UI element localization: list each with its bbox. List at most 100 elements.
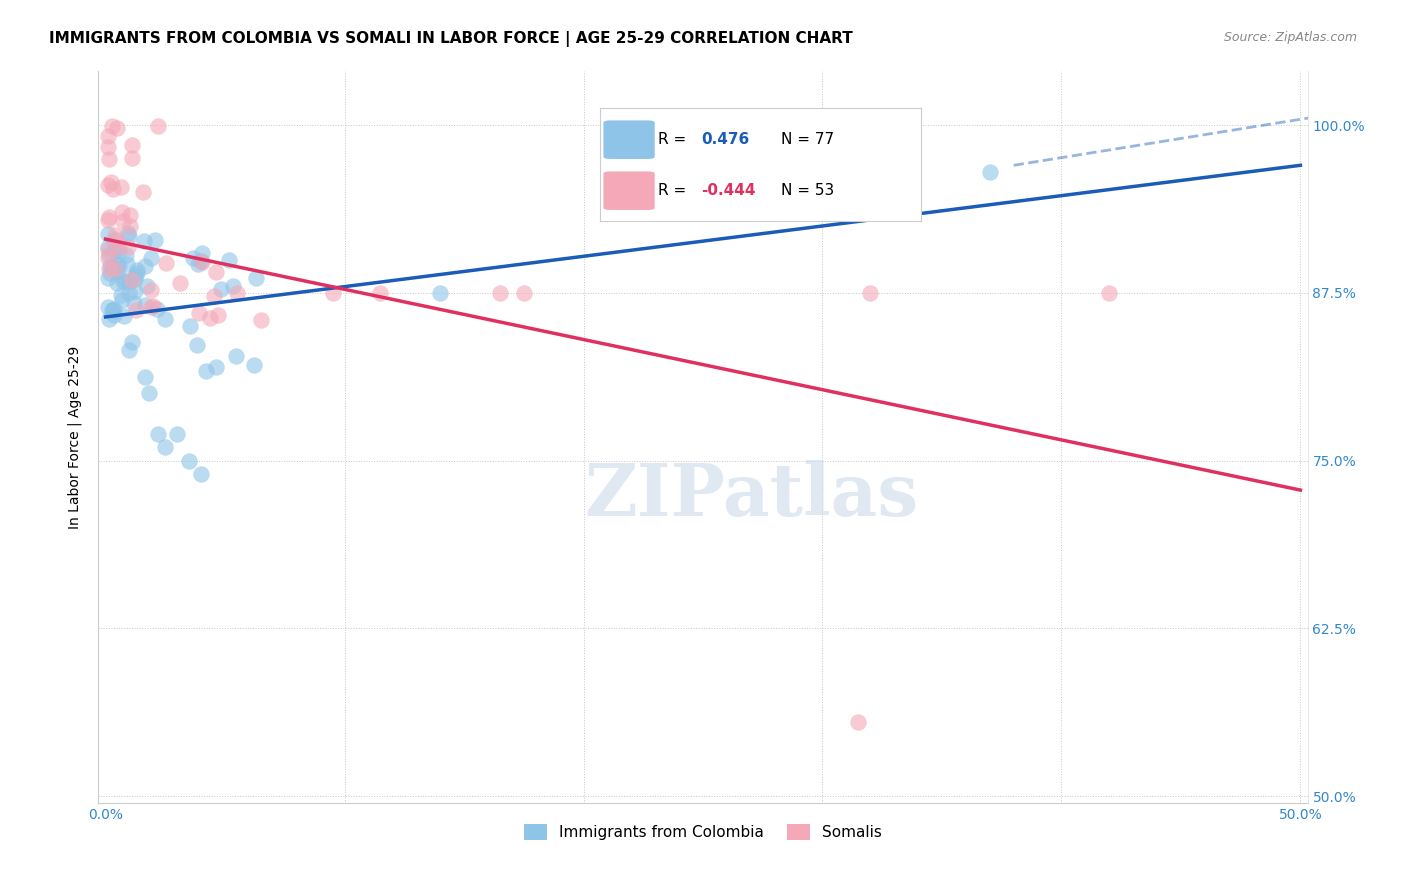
Point [209, 282, 232, 296]
Legend: Immigrants from Colombia, Somalis: Immigrants from Colombia, Somalis [517, 818, 889, 847]
Point [190, 467, 212, 481]
Point [166, 426, 188, 441]
Point [100, 260, 122, 274]
Text: IMMIGRANTS FROM COLOMBIA VS SOMALI IN LABOR FORCE | AGE 25-29 CORRELATION CHART: IMMIGRANTS FROM COLOMBIA VS SOMALI IN LA… [49, 31, 853, 47]
Point [143, 233, 166, 247]
Point [205, 265, 228, 279]
Point [118, 219, 141, 234]
Point [97, 300, 120, 314]
Point [108, 258, 131, 272]
Point [108, 244, 131, 258]
Point [97, 243, 120, 257]
Point [114, 248, 136, 262]
Point [979, 165, 1001, 179]
Point [97, 212, 120, 227]
Point [846, 715, 869, 730]
Point [97, 227, 120, 241]
Point [118, 208, 141, 222]
Point [125, 263, 148, 277]
Point [97, 129, 120, 144]
Point [134, 234, 156, 248]
Point [179, 318, 201, 333]
Point [118, 229, 141, 244]
Point [104, 261, 127, 276]
Point [105, 258, 128, 272]
Point [111, 293, 134, 307]
Point [121, 151, 143, 165]
Point [155, 440, 177, 454]
Point [105, 120, 128, 135]
Point [142, 300, 165, 314]
Point [103, 301, 125, 316]
Point [146, 426, 169, 441]
Point [370, 285, 392, 300]
Point [104, 262, 127, 277]
Point [97, 271, 120, 285]
Point [125, 302, 148, 317]
Point [105, 263, 128, 277]
Point [97, 152, 120, 166]
Point [103, 244, 125, 258]
Point [429, 285, 451, 300]
Point [146, 119, 169, 133]
Point [186, 338, 208, 352]
Point [118, 275, 141, 289]
Point [135, 279, 157, 293]
Point [111, 274, 134, 288]
Point [859, 285, 882, 300]
Point [138, 386, 160, 401]
Point [207, 309, 229, 323]
Point [104, 228, 127, 243]
Point [111, 205, 134, 219]
Point [513, 285, 536, 300]
Point [191, 246, 214, 260]
Point [112, 273, 135, 287]
Point [125, 266, 148, 280]
Point [225, 349, 247, 363]
Point [250, 312, 273, 326]
Point [105, 277, 128, 291]
Point [218, 253, 240, 268]
Point [100, 175, 122, 189]
Point [134, 298, 156, 312]
Point [118, 286, 141, 301]
Point [97, 240, 120, 254]
Point [100, 302, 122, 317]
Point [187, 257, 209, 271]
Point [98, 211, 121, 225]
Point [243, 358, 266, 372]
Point [110, 179, 132, 194]
Point [194, 364, 217, 378]
Point [169, 277, 191, 291]
Point [115, 257, 138, 271]
Point [134, 369, 156, 384]
Point [112, 309, 135, 323]
Point [101, 303, 124, 318]
Point [124, 284, 146, 298]
Point [97, 178, 120, 192]
Point [132, 186, 155, 200]
Point [98, 266, 121, 280]
Point [226, 285, 249, 300]
Point [124, 268, 146, 283]
Point [124, 271, 146, 285]
Point [103, 308, 125, 322]
Point [245, 271, 267, 285]
Point [205, 359, 228, 374]
Point [134, 259, 156, 273]
Point [111, 214, 134, 228]
Point [117, 240, 139, 254]
Point [489, 285, 512, 300]
Point [188, 306, 211, 320]
Point [118, 343, 141, 358]
Point [181, 251, 204, 265]
Point [117, 226, 139, 240]
Point [97, 251, 120, 265]
Point [103, 233, 125, 247]
Point [198, 310, 221, 325]
Point [121, 137, 143, 152]
Point [139, 300, 162, 314]
Point [222, 279, 245, 293]
Point [322, 285, 344, 300]
Point [103, 182, 125, 196]
